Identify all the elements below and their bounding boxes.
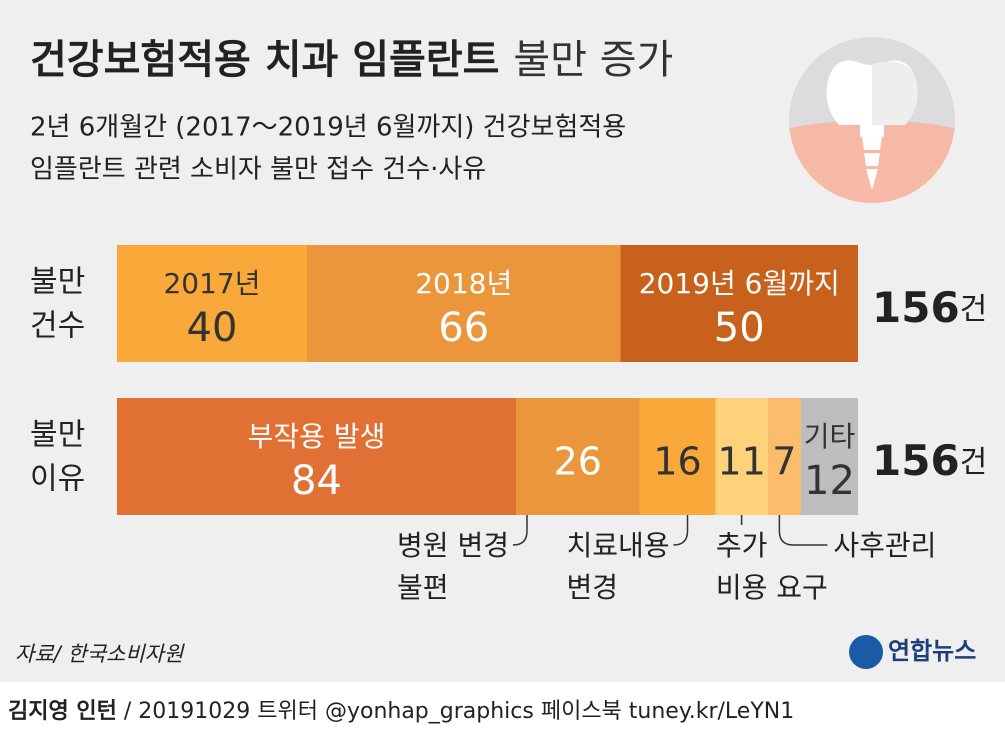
bar-segment <box>801 398 858 515</box>
leader-line <box>512 515 528 546</box>
value-label: 11 <box>717 440 765 484</box>
bar-segment <box>715 398 768 515</box>
bar-segment <box>620 245 858 362</box>
footer-background <box>0 682 1005 735</box>
value-label: 50 <box>714 305 765 351</box>
category-label: 치료내용 <box>566 529 669 562</box>
credit: 김지영 인턴 / 20191029 트위터 @yonhap_graphics 페… <box>8 699 794 724</box>
category-label: 비용 요구 <box>716 571 828 604</box>
value-label: 12 <box>804 458 855 504</box>
segment-label: 2019년 6월까지 <box>639 267 840 300</box>
value-label: 40 <box>187 305 238 351</box>
value-label: 84 <box>291 458 342 504</box>
value-label: 26 <box>554 440 602 484</box>
total: 156건 <box>872 283 987 332</box>
bar-segment <box>767 398 801 515</box>
source: 자료/ 한국소비자원 <box>15 642 185 666</box>
logo-mark <box>849 635 883 669</box>
category-label: 추가 <box>716 529 768 562</box>
title: 건강보험적용 치과 임플란트 불만 증가 <box>30 37 673 83</box>
category-label: 불편 <box>397 571 449 604</box>
bar-segment <box>639 398 716 515</box>
segment-label: 2017년 <box>163 267 260 300</box>
value-label: 7 <box>772 440 796 484</box>
logo: 연합뉴스 <box>849 635 976 669</box>
leader-line <box>673 515 689 546</box>
segment-label: 부작용 발생 <box>248 420 386 453</box>
bar-segment <box>307 245 621 362</box>
segment-label: 기타 <box>804 420 856 453</box>
bar-segment <box>117 398 516 515</box>
value-label: 66 <box>438 305 489 351</box>
title-bold: 건강보험적용 치과 임플란트 <box>30 37 499 83</box>
total-unit: 건 <box>960 292 988 327</box>
credit-text: / 20191029 트위터 @yonhap_graphics 페이스북 tun… <box>124 699 794 724</box>
credit-author: 김지영 인턴 <box>8 699 117 724</box>
row-label: 이유 <box>30 462 85 497</box>
total: 156건 <box>872 436 987 485</box>
leader-line <box>778 515 828 546</box>
subtitle-line: 2년 6개월간 (2017～2019년 6월까지) 건강보험적용 <box>30 113 626 143</box>
row-label: 건수 <box>30 309 85 344</box>
category-label: 사후관리 <box>833 529 936 562</box>
bar-segment <box>117 245 307 362</box>
total-value: 156 <box>872 283 960 332</box>
category-label: 병원 변경 <box>397 529 509 562</box>
bar-segment <box>516 398 640 515</box>
category-label: 변경 <box>566 571 618 604</box>
segment-label: 2018년 <box>415 267 512 300</box>
subtitle-line: 임플란트 관련 소비자 불만 접수 건수·사유 <box>30 155 486 185</box>
value-label: 16 <box>653 440 701 484</box>
row-label: 불만 <box>30 418 85 453</box>
title-light: 불만 증가 <box>513 37 673 83</box>
total-value: 156 <box>872 436 960 485</box>
row-label: 불만 <box>30 265 85 300</box>
total-unit: 건 <box>960 445 988 480</box>
logo-text: 연합뉴스 <box>888 637 976 665</box>
